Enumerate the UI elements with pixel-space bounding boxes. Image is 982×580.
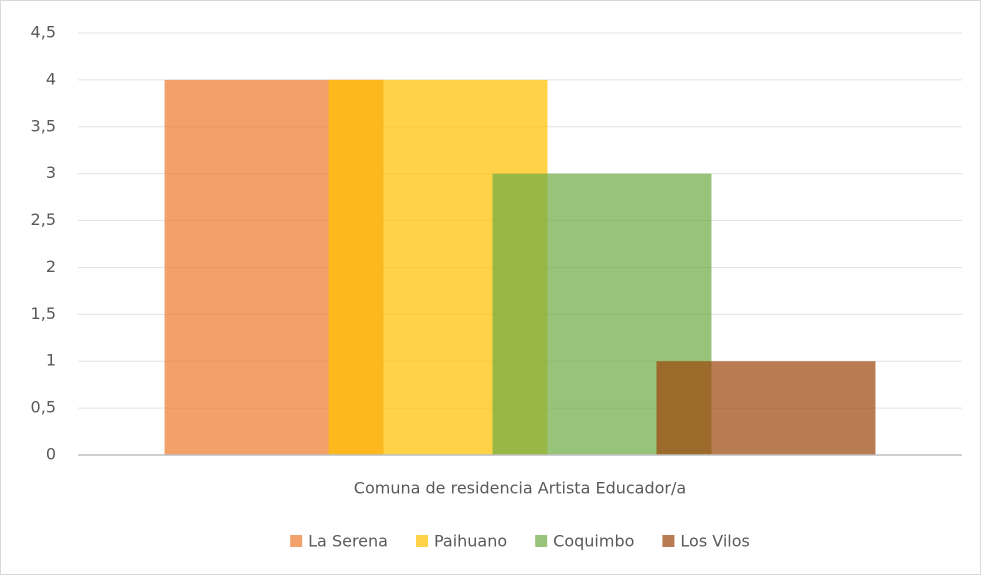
y-tick-label: 0,5 bbox=[31, 398, 56, 417]
legend-label: Paihuano bbox=[434, 532, 507, 551]
y-tick-label: 0 bbox=[46, 445, 56, 464]
x-axis-label: Comuna de residencia Artista Educador/a bbox=[354, 479, 686, 498]
y-tick-label: 2 bbox=[46, 257, 56, 276]
y-tick-label: 4 bbox=[46, 69, 56, 88]
y-tick-label: 4,5 bbox=[31, 23, 56, 42]
legend-swatch bbox=[535, 535, 548, 547]
legend-label: La Serena bbox=[308, 532, 388, 551]
legend-swatch bbox=[415, 535, 428, 547]
y-tick-label: 1,5 bbox=[31, 304, 56, 323]
y-tick-label: 3 bbox=[46, 163, 56, 182]
legend-label: Coquimbo bbox=[553, 532, 634, 551]
legend-swatch bbox=[662, 535, 675, 547]
legend-swatch bbox=[290, 535, 303, 547]
y-tick-label: 3,5 bbox=[31, 116, 56, 135]
legend-label: Los Vilos bbox=[680, 532, 749, 551]
y-tick-label: 2,5 bbox=[31, 210, 56, 229]
bar bbox=[656, 361, 876, 455]
y-tick-label: 1 bbox=[46, 351, 56, 370]
